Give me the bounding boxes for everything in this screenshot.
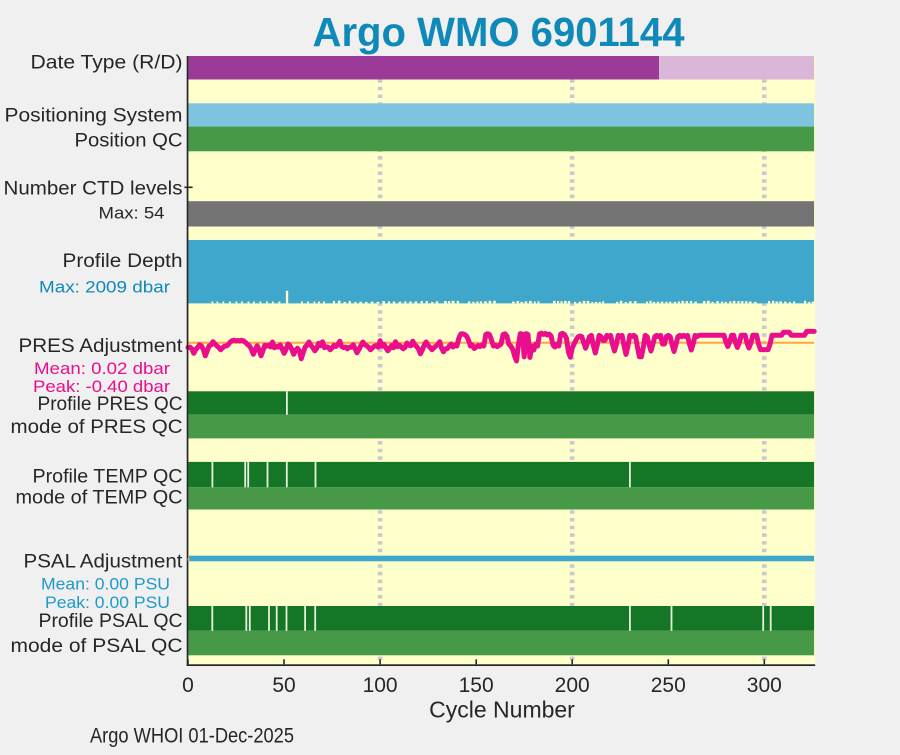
svg-text:Peak: 0.00 PSU: Peak: 0.00 PSU xyxy=(45,594,170,612)
svg-text:Argo WHOI 01-Dec-2025: Argo WHOI 01-Dec-2025 xyxy=(90,725,294,748)
svg-text:Profile PSAL QC: Profile PSAL QC xyxy=(39,611,183,632)
svg-text:Date Type (R/D): Date Type (R/D) xyxy=(31,53,183,74)
svg-text:200: 200 xyxy=(555,674,590,697)
svg-text:0: 0 xyxy=(182,674,194,697)
svg-text:mode of TEMP QC: mode of TEMP QC xyxy=(16,487,183,508)
svg-text:Profile PRES QC: Profile PRES QC xyxy=(38,394,183,415)
svg-text:Profile TEMP QC: Profile TEMP QC xyxy=(33,466,183,487)
svg-text:Number CTD levels: Number CTD levels xyxy=(4,178,183,199)
svg-text:250: 250 xyxy=(651,674,686,697)
svg-text:mode of PSAL QC: mode of PSAL QC xyxy=(11,636,183,657)
svg-text:Cycle Number: Cycle Number xyxy=(429,697,575,723)
svg-text:50: 50 xyxy=(272,674,295,697)
svg-text:PRES Adjustment: PRES Adjustment xyxy=(19,336,184,357)
svg-text:Max: 54: Max: 54 xyxy=(99,204,165,222)
svg-text:Mean: 0.02 dbar: Mean: 0.02 dbar xyxy=(34,360,171,378)
svg-text:Argo WMO 6901144: Argo WMO 6901144 xyxy=(313,9,685,55)
svg-text:PSAL Adjustment: PSAL Adjustment xyxy=(24,551,184,572)
svg-text:150: 150 xyxy=(459,674,494,697)
svg-text:100: 100 xyxy=(363,674,398,697)
svg-text:Profile Depth: Profile Depth xyxy=(63,251,183,272)
svg-text:Positioning System: Positioning System xyxy=(5,106,183,127)
svg-text:Position QC: Position QC xyxy=(75,131,183,152)
svg-text:Max: 2009 dbar: Max: 2009 dbar xyxy=(39,279,171,297)
svg-text:Mean: 0.00 PSU: Mean: 0.00 PSU xyxy=(41,575,170,593)
svg-text:mode of PRES QC: mode of PRES QC xyxy=(11,417,183,438)
svg-text:300: 300 xyxy=(747,674,782,697)
svg-text:Peak: -0.40 dbar: Peak: -0.40 dbar xyxy=(33,378,171,396)
